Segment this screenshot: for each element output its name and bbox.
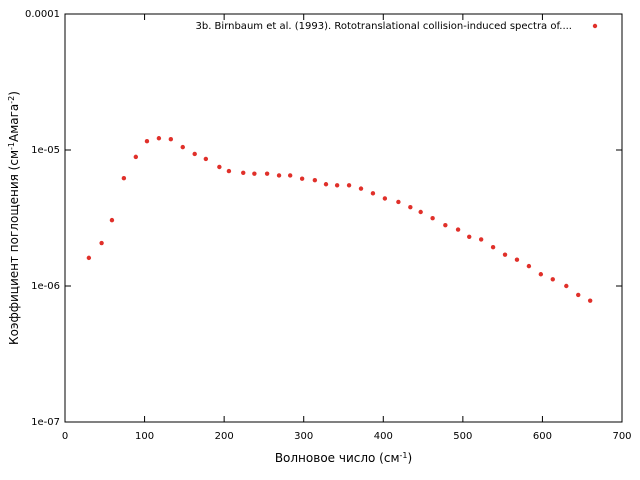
x-tick-label: 600 (533, 431, 552, 442)
data-point (358, 186, 364, 191)
legend-label: 3b. Birnbaum et al. (1993). Rototranslat… (195, 21, 572, 32)
x-tick-label: 300 (294, 431, 313, 442)
data-point (334, 183, 340, 188)
data-point (86, 255, 92, 261)
x-tick-label: 500 (453, 431, 472, 442)
data-point (408, 204, 413, 210)
data-point (144, 139, 150, 144)
data-point (564, 283, 569, 289)
y-axis-label: Коэффициент поглощения (см-1Амага-2) (7, 91, 21, 345)
data-point (550, 277, 555, 282)
y-axis-label-part: Коэффициент поглощения (см (7, 150, 21, 345)
data-point (299, 176, 305, 181)
data-point (370, 191, 376, 196)
data-point (192, 151, 197, 157)
data-point (396, 199, 401, 205)
x-tick-label: 0 (62, 431, 68, 442)
plot-border (64, 13, 623, 423)
data-point (252, 171, 257, 176)
data-point (490, 244, 496, 250)
x-tick-label: 200 (215, 431, 234, 442)
data-point (312, 177, 318, 183)
data-point (526, 263, 532, 269)
data-point (514, 257, 520, 262)
data-point (109, 217, 115, 223)
data-point (576, 292, 581, 298)
data-point (203, 156, 209, 162)
data-point (478, 237, 484, 242)
data-point (99, 240, 104, 246)
data-point (226, 168, 232, 174)
y-axis-label-part: ) (7, 91, 21, 96)
y-axis-label-part: Амага (7, 104, 21, 142)
data-point (430, 216, 435, 221)
data-point (418, 209, 423, 215)
data-point (323, 182, 329, 187)
data-point (587, 298, 593, 303)
data-point (121, 176, 127, 181)
y-tick-label: 0.0001 (25, 9, 60, 20)
x-tick-label: 700 (612, 431, 631, 442)
x-axis-label-sup: -1 (400, 451, 408, 460)
x-tick-label: 400 (374, 431, 393, 442)
x-tick-label: 100 (135, 431, 154, 442)
data-point (264, 171, 270, 176)
y-tick-label: 1e-05 (31, 145, 60, 156)
data-point (241, 170, 246, 175)
y-axis-label-sup: -2 (7, 96, 16, 104)
data-point (467, 234, 472, 240)
data-point (287, 173, 293, 178)
data-point (180, 144, 185, 150)
data-point (502, 252, 508, 257)
data-point (276, 173, 282, 178)
data-point (443, 222, 448, 228)
y-tick-label: 1e-07 (31, 417, 60, 428)
y-tick-label: 1e-06 (31, 281, 60, 292)
data-point (156, 136, 162, 141)
data-point (168, 137, 174, 142)
x-axis-label: Волновое число (см-1) (275, 451, 412, 465)
data-point (382, 196, 388, 201)
data-point (538, 272, 544, 277)
x-axis-label-part: Волновое число (см (275, 451, 400, 465)
data-point (217, 164, 222, 170)
x-axis-label-part: ) (407, 451, 412, 465)
data-point (133, 154, 139, 160)
legend-marker (592, 23, 598, 29)
data-point (455, 227, 461, 232)
data-point (346, 183, 352, 188)
y-axis-label-sup: -1 (7, 142, 16, 150)
